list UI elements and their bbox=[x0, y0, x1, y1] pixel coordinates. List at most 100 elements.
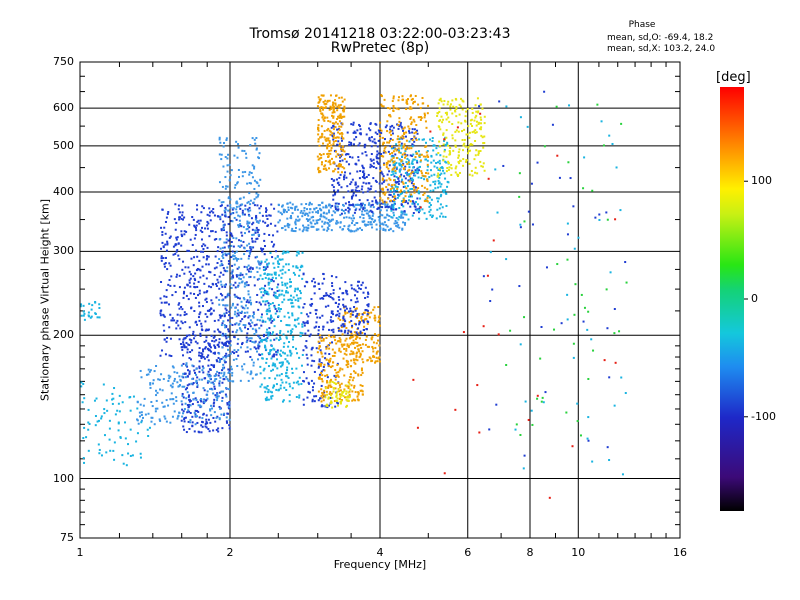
echo-point bbox=[235, 140, 238, 143]
echo-point bbox=[351, 189, 354, 192]
echo-point bbox=[218, 384, 221, 387]
echo-point bbox=[415, 152, 418, 155]
echo-point bbox=[218, 303, 221, 306]
echo-point bbox=[231, 269, 234, 272]
echo-point bbox=[242, 196, 245, 199]
echo-point bbox=[229, 283, 232, 286]
echo-point bbox=[342, 395, 345, 398]
echo-point bbox=[425, 145, 428, 148]
echo-point bbox=[491, 288, 494, 291]
echo-point bbox=[352, 123, 355, 126]
echo-point bbox=[392, 207, 395, 210]
echo-point bbox=[394, 208, 397, 211]
echo-point bbox=[295, 205, 298, 208]
echo-point bbox=[226, 164, 229, 167]
echo-point bbox=[193, 277, 196, 280]
echo-point bbox=[256, 204, 259, 207]
echo-point bbox=[317, 209, 320, 212]
echo-point bbox=[329, 120, 332, 123]
echo-point bbox=[375, 167, 378, 170]
echo-point bbox=[224, 211, 227, 214]
echo-point bbox=[302, 224, 305, 227]
echo-point bbox=[289, 329, 292, 332]
echo-point bbox=[212, 416, 215, 419]
echo-point bbox=[369, 205, 372, 208]
echo-point bbox=[250, 246, 253, 249]
echo-point bbox=[353, 334, 356, 337]
echo-point bbox=[372, 212, 375, 215]
echo-point bbox=[442, 155, 445, 158]
echo-point bbox=[247, 222, 250, 225]
echo-point bbox=[220, 204, 223, 207]
echo-point bbox=[587, 377, 590, 380]
echo-point bbox=[360, 369, 363, 372]
echo-point bbox=[571, 445, 574, 448]
echo-point bbox=[309, 333, 312, 336]
echo-point bbox=[155, 394, 158, 397]
echo-point bbox=[458, 171, 461, 174]
echo-point bbox=[469, 122, 472, 125]
echo-point bbox=[558, 176, 561, 179]
echo-point bbox=[334, 205, 337, 208]
echo-point bbox=[271, 256, 274, 259]
echo-point bbox=[390, 158, 393, 161]
echo-point bbox=[227, 153, 230, 156]
echo-point bbox=[258, 211, 261, 214]
echo-point bbox=[151, 405, 154, 408]
echo-point bbox=[255, 214, 258, 217]
echo-point bbox=[269, 390, 272, 393]
echo-point bbox=[352, 143, 355, 146]
echo-point bbox=[191, 243, 194, 246]
echo-point bbox=[405, 171, 408, 174]
echo-point bbox=[372, 354, 375, 357]
echo-point bbox=[127, 443, 130, 446]
echo-point bbox=[369, 163, 372, 166]
echo-point bbox=[231, 374, 234, 377]
echo-point bbox=[202, 243, 205, 246]
echo-point bbox=[373, 314, 376, 317]
echo-point bbox=[186, 387, 189, 390]
echo-point bbox=[276, 358, 279, 361]
echo-point bbox=[463, 128, 466, 131]
echo-point bbox=[253, 276, 256, 279]
echo-point bbox=[229, 174, 232, 177]
echo-point bbox=[480, 122, 483, 125]
echo-point bbox=[398, 226, 401, 229]
echo-point bbox=[261, 250, 264, 253]
echo-point bbox=[387, 167, 390, 170]
echo-point bbox=[260, 338, 263, 341]
echo-point bbox=[336, 340, 339, 343]
echo-point bbox=[460, 97, 463, 100]
echo-point bbox=[242, 297, 245, 300]
echo-point bbox=[419, 206, 422, 209]
echo-point bbox=[173, 410, 176, 413]
echo-point bbox=[344, 289, 347, 292]
echo-point bbox=[213, 267, 216, 270]
echo-point bbox=[414, 137, 417, 140]
echo-point bbox=[365, 309, 368, 312]
echo-point bbox=[361, 313, 364, 316]
echo-point bbox=[182, 296, 185, 299]
echo-point bbox=[292, 296, 295, 299]
echo-point bbox=[249, 209, 252, 212]
echo-point bbox=[246, 311, 249, 314]
echo-point bbox=[379, 226, 382, 229]
echo-point bbox=[337, 305, 340, 308]
echo-point bbox=[539, 357, 542, 360]
echo-point bbox=[274, 365, 277, 368]
echo-point bbox=[227, 348, 230, 351]
echo-point bbox=[339, 386, 342, 389]
echo-point bbox=[317, 399, 320, 402]
echo-point bbox=[178, 375, 181, 378]
echo-point bbox=[307, 218, 310, 221]
echo-point bbox=[519, 226, 522, 229]
echo-point bbox=[306, 208, 309, 211]
echo-point bbox=[249, 203, 252, 206]
echo-point bbox=[336, 105, 339, 108]
echo-point bbox=[413, 120, 416, 123]
echo-point bbox=[262, 247, 265, 250]
echo-point bbox=[247, 249, 250, 252]
echo-point bbox=[299, 335, 302, 338]
echo-point bbox=[373, 306, 376, 309]
echo-point bbox=[350, 181, 353, 184]
